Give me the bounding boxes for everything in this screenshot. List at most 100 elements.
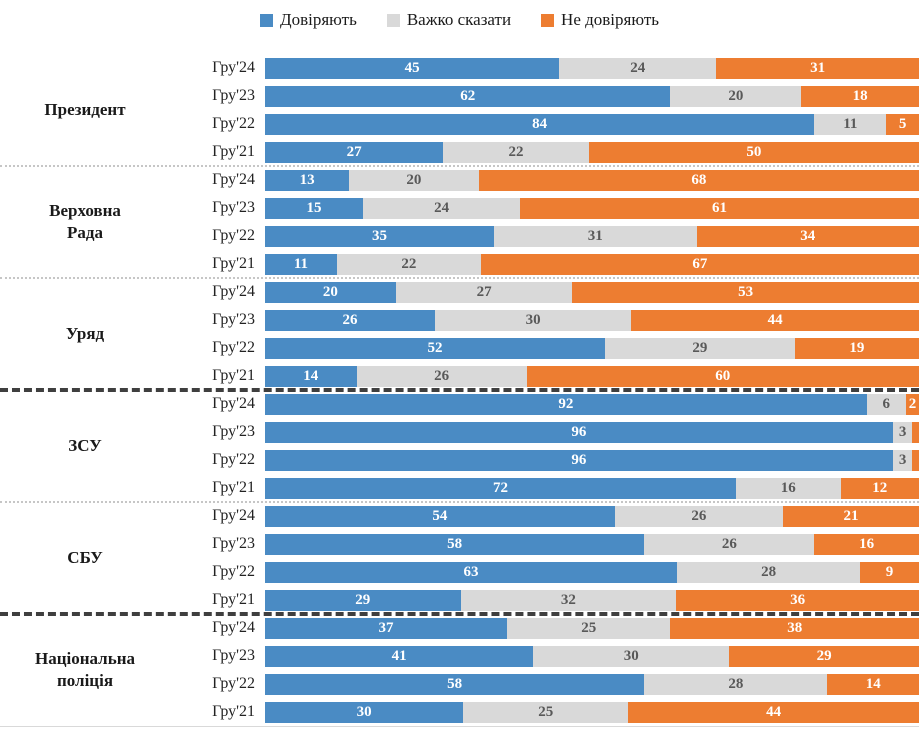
stacked-bar: 29 32 36 [265, 589, 919, 611]
segment-value: 62 [460, 87, 476, 104]
stacked-bar: 45 24 31 [265, 57, 919, 79]
bar-segment-trust: 30 [265, 701, 464, 723]
bar-segment-hard-to-say: 28 [677, 561, 861, 583]
bar-segment-trust: 52 [265, 337, 606, 359]
bar-segment-hard-to-say: 25 [506, 617, 671, 639]
segment-value: 32 [560, 591, 576, 608]
segment-value: 27 [346, 143, 362, 160]
segment-value: 26 [691, 507, 707, 524]
chart-row: Гру'24 13 20 68 [170, 166, 919, 194]
bar-segment-trust: 72 [265, 477, 736, 499]
bar-segment-hard-to-say: 24 [363, 197, 521, 219]
chart-group: СБУ Гру'24 54 26 21 Гру'23 58 26 16 Гру'22 63 28 9 Гр… [0, 502, 919, 616]
legend-swatch-0 [260, 13, 273, 27]
bar-segment-no-trust: 12 [840, 477, 919, 499]
bar-segment-trust: 20 [265, 281, 396, 303]
segment-value: 30 [525, 311, 541, 328]
bar-segment-trust: 84 [265, 113, 815, 135]
bar-segment-no-trust [912, 421, 919, 443]
chart-row: Гру'22 52 29 19 [170, 334, 919, 362]
bar-segment-trust: 15 [265, 197, 364, 219]
legend-item-trust: Довіряють [260, 10, 357, 30]
bar-segment-hard-to-say: 30 [533, 645, 730, 667]
bar-segment-no-trust: 19 [794, 337, 919, 359]
stacked-bar: 52 29 19 [265, 337, 919, 359]
row-label: Гру'22 [212, 451, 255, 468]
segment-value: 72 [492, 479, 508, 496]
stacked-bar: 26 30 44 [265, 309, 919, 331]
bar-segment-no-trust: 53 [572, 281, 919, 303]
segment-value: 44 [766, 703, 782, 720]
stacked-bar: 84 11 5 [265, 113, 919, 135]
stacked-bar: 20 27 53 [265, 281, 919, 303]
bar-segment-no-trust [912, 449, 919, 471]
segment-value: 9 [885, 563, 894, 580]
bar-segment-trust: 96 [265, 449, 893, 471]
segment-value: 3 [898, 423, 907, 440]
bar-segment-hard-to-say: 20 [349, 169, 479, 191]
chart-row: Гру'22 84 11 5 [170, 110, 919, 138]
chart-row: Гру'22 63 28 9 [170, 558, 919, 586]
bar-segment-no-trust: 9 [860, 561, 919, 583]
stacked-bar: 96 3 [265, 421, 919, 443]
row-label: Гру'24 [212, 507, 255, 524]
group-divider-dotted [0, 277, 919, 279]
row-label: Гру'23 [212, 647, 255, 664]
segment-value: 22 [401, 255, 417, 272]
segment-value: 26 [342, 311, 358, 328]
group-rows: Гру'24 54 26 21 Гру'23 58 26 16 Гру'22 63 28 9 Гру'2… [170, 502, 919, 614]
segment-value: 45 [404, 59, 420, 76]
bar-segment-no-trust: 29 [729, 645, 919, 667]
bar-segment-no-trust: 44 [628, 701, 919, 723]
bar-segment-trust: 41 [265, 645, 534, 667]
group-rows: Гру'24 13 20 68 Гру'23 15 24 61 Гру'22 35 31 34 Гру'… [170, 166, 919, 278]
bar-segment-trust: 13 [265, 169, 350, 191]
group-rows: Гру'24 92 6 2 Гру'23 96 3 Гру'22 96 3 Гру'21 72 16 12 [170, 390, 919, 502]
row-label: Гру'24 [212, 59, 255, 76]
bar-segment-trust: 63 [265, 561, 678, 583]
group-label: ЗСУ [68, 435, 102, 455]
stacked-bar: 30 25 44 [265, 701, 919, 723]
bar-segment-hard-to-say: 26 [614, 505, 783, 527]
row-label: Гру'22 [212, 563, 255, 580]
legend-item-hard-to-say: Важко сказати [386, 10, 512, 30]
group-label: Президент [44, 99, 126, 119]
row-label: Гру'21 [212, 143, 255, 160]
segment-value: 36 [790, 591, 806, 608]
segment-value: 44 [767, 311, 783, 328]
bar-segment-no-trust: 5 [886, 113, 919, 135]
chart-row: Гру'23 58 26 16 [170, 530, 919, 558]
row-label: Гру'21 [212, 703, 255, 720]
segment-value: 11 [843, 115, 858, 132]
row-label: Гру'22 [212, 675, 255, 692]
group-divider-dashed [0, 388, 919, 392]
row-label: Гру'23 [212, 423, 255, 440]
segment-value: 11 [293, 255, 309, 272]
group-rows: Гру'24 20 27 53 Гру'23 26 30 44 Гру'22 52 29 19 Гру'… [170, 278, 919, 390]
bar-segment-trust: 92 [265, 393, 867, 415]
segment-value: 29 [692, 339, 708, 356]
group-label: Верховна Рада [49, 200, 121, 242]
segment-value: 13 [299, 171, 315, 188]
stacked-bar: 58 28 14 [265, 673, 919, 695]
chart-row: Гру'22 96 3 [170, 446, 919, 474]
segment-value: 96 [571, 423, 587, 440]
row-label: Гру'21 [212, 367, 255, 384]
row-label: Гру'22 [212, 115, 255, 132]
segment-value: 31 [810, 59, 826, 76]
bar-segment-no-trust: 68 [478, 169, 919, 191]
chart-row: Гру'23 96 3 [170, 418, 919, 446]
legend-label-hard-to-say: Важко сказати [406, 10, 512, 29]
row-label: Гру'21 [212, 591, 255, 608]
segment-value: 53 [738, 283, 754, 300]
bar-segment-trust: 29 [265, 589, 461, 611]
segment-value: 15 [306, 199, 322, 216]
bar-segment-hard-to-say: 16 [735, 477, 841, 499]
segment-value: 20 [322, 283, 338, 300]
bar-segment-trust: 58 [265, 533, 645, 555]
segment-value: 28 [761, 563, 777, 580]
bar-segment-hard-to-say: 20 [670, 85, 802, 107]
chart-row: Гру'22 58 28 14 [170, 670, 919, 698]
row-label: Гру'23 [212, 535, 255, 552]
bar-segment-trust: 11 [265, 253, 337, 275]
